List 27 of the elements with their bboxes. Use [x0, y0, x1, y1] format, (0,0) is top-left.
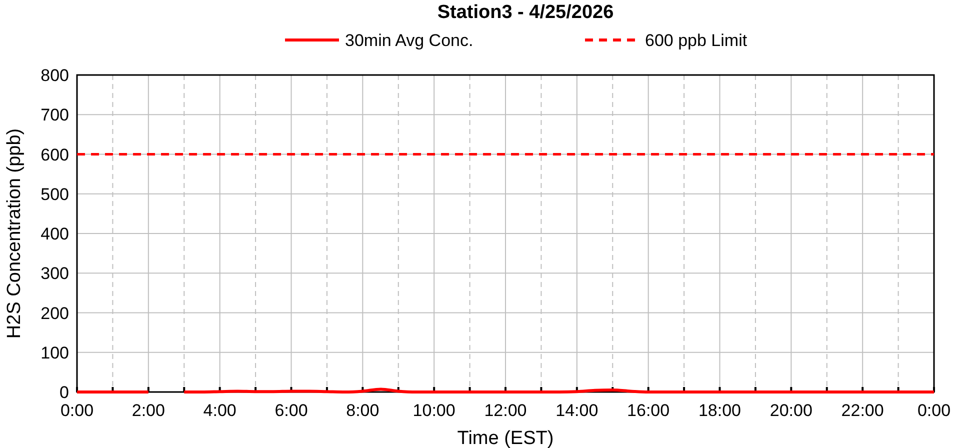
x-axis-title: Time (EST) — [457, 428, 554, 448]
legend-label: 30min Avg Conc. — [345, 31, 474, 50]
x-tick-label: 16:00 — [627, 401, 670, 420]
x-tick-label: 14:00 — [556, 401, 598, 420]
y-tick-label: 800 — [40, 66, 69, 85]
x-tick-label: 4:00 — [203, 401, 236, 420]
x-tick-label: 10:00 — [412, 401, 456, 420]
y-tick-label: 300 — [40, 264, 69, 284]
y-tick-label: 0 — [60, 383, 69, 402]
x-tick-label: 18:00 — [698, 401, 742, 420]
legend-label: 600 ppb Limit — [645, 31, 748, 50]
x-tick-label: 0:00 — [60, 401, 94, 420]
chart-title: Station3 - 4/25/2026 — [437, 2, 614, 23]
x-tick-label: 0:00 — [917, 401, 951, 420]
x-tick-label: 22:00 — [841, 401, 884, 420]
x-tick-label: 2:00 — [132, 401, 165, 420]
x-tick-label: 20:00 — [770, 401, 812, 420]
y-tick-label: 500 — [40, 184, 69, 204]
x-tick-label: 8:00 — [346, 401, 380, 420]
x-tick-label: 6:00 — [274, 401, 308, 420]
y-tick-label: 600 — [40, 145, 69, 164]
y-tick-label: 700 — [40, 106, 69, 125]
x-tick-label: 12:00 — [484, 401, 527, 420]
y-tick-label: 400 — [40, 224, 69, 244]
y-tick-label: 200 — [40, 304, 69, 323]
y-tick-label: 100 — [40, 343, 69, 362]
y-axis-title: H2S Concentration (ppb) — [4, 128, 25, 339]
